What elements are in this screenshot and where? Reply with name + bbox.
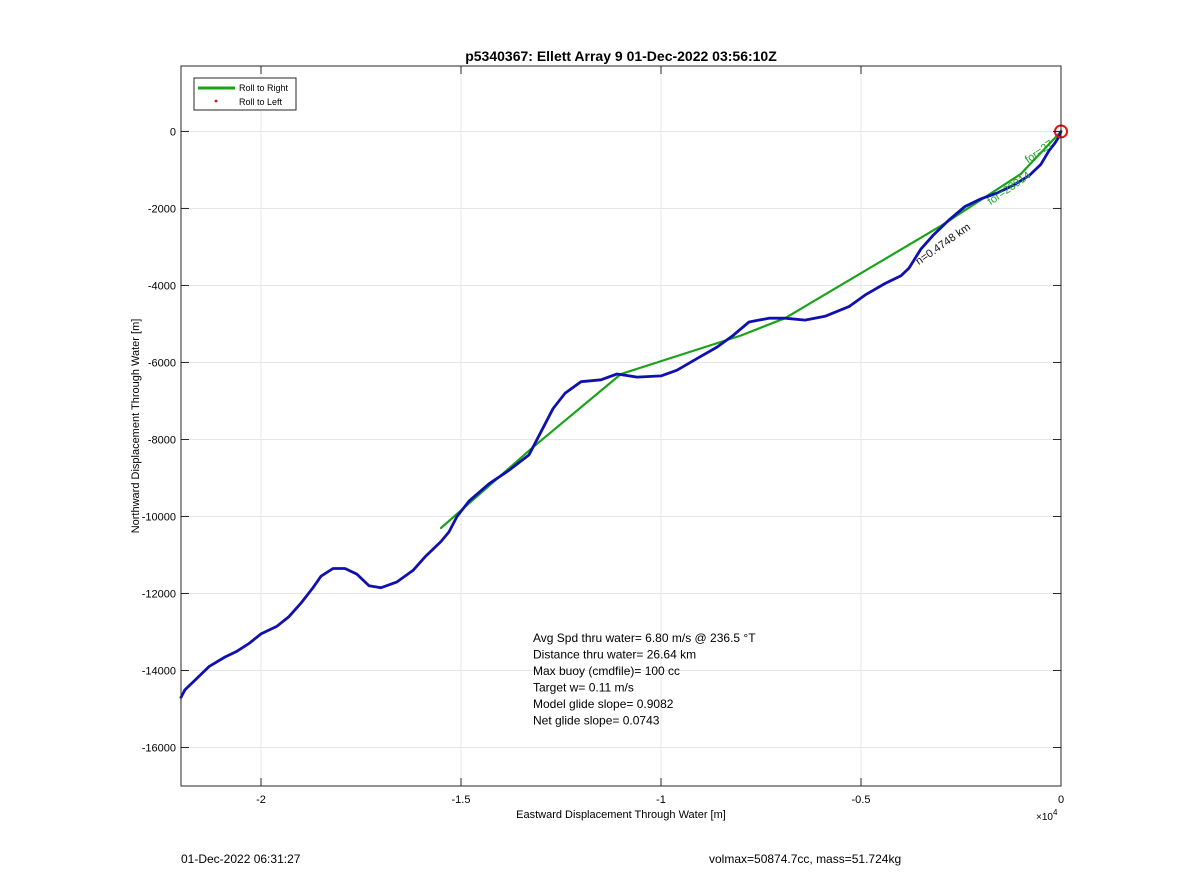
annotation-line: Model glide slope= 0.9082 [533, 697, 674, 711]
axis-ticks: -2 -1.5 -1 -0.5 0 0 -2000 -4000 -6000 -8000 -10000… [142, 66, 1064, 806]
plot-area [180, 65, 1062, 787]
x-axis-label: Eastward Displacement Through Water [m] [516, 809, 726, 821]
y-tick-label: 0 [170, 126, 176, 138]
legend-label-roll-left: Roll to Left [239, 97, 283, 107]
y-tick-label: -6000 [148, 357, 176, 369]
grid [181, 66, 1062, 786]
y-tick-label: -14000 [142, 665, 176, 677]
annotation-line: Max buoy (cmdfile)= 100 cc [533, 664, 680, 678]
y-tick-label: -16000 [142, 742, 176, 754]
track-labels: n=0.4748 km for=28914 for=27 [914, 138, 1056, 268]
legend-swatch-roll-left [214, 99, 218, 103]
x-tick-label: 0 [1058, 794, 1064, 806]
series-line-track [179, 130, 1063, 699]
footer-info: volmax=50874.7cc, mass=51.724kg [709, 852, 902, 866]
x-exponent: ×104 [1036, 808, 1058, 823]
track-label: n=0.4748 km [914, 221, 973, 267]
track-layer [179, 124, 1068, 699]
track-label: for=28914 [985, 169, 1033, 207]
legend: Roll to Right Roll to Left [193, 77, 297, 111]
x-tick-label: -1 [656, 794, 666, 806]
x-tick-label: -2 [256, 794, 266, 806]
y-axis-label: Northward Displacement Through Water [m] [130, 319, 142, 534]
y-tick-label: -2000 [148, 203, 176, 215]
y-tick-label: -12000 [142, 588, 176, 600]
annotation-line: Distance thru water= 26.64 km [533, 648, 696, 662]
track-label: for=27 [1023, 138, 1056, 166]
y-tick-label: -10000 [142, 511, 176, 523]
stats-annotation: Avg Spd thru water= 6.80 m/s @ 236.5 °T D… [533, 631, 756, 728]
y-tick-label: -8000 [148, 434, 176, 446]
legend-box [193, 77, 297, 111]
annotation-line: Target w= 0.11 m/s [533, 681, 634, 695]
series-line-roll-to-right [439, 130, 1063, 530]
x-tick-label: -0.5 [852, 794, 871, 806]
chart-title: p5340367: Ellett Array 9 01-Dec-2022 03:… [465, 48, 777, 64]
footer-timestamp: 01-Dec-2022 06:31:27 [181, 852, 301, 866]
x-tick-label: -1.5 [452, 794, 471, 806]
legend-label-roll-right: Roll to Right [239, 83, 289, 93]
annotation-line: Avg Spd thru water= 6.80 m/s @ 236.5 °T [533, 631, 756, 645]
y-tick-label: -4000 [148, 280, 176, 292]
annotation-line: Net glide slope= 0.0743 [533, 714, 660, 728]
